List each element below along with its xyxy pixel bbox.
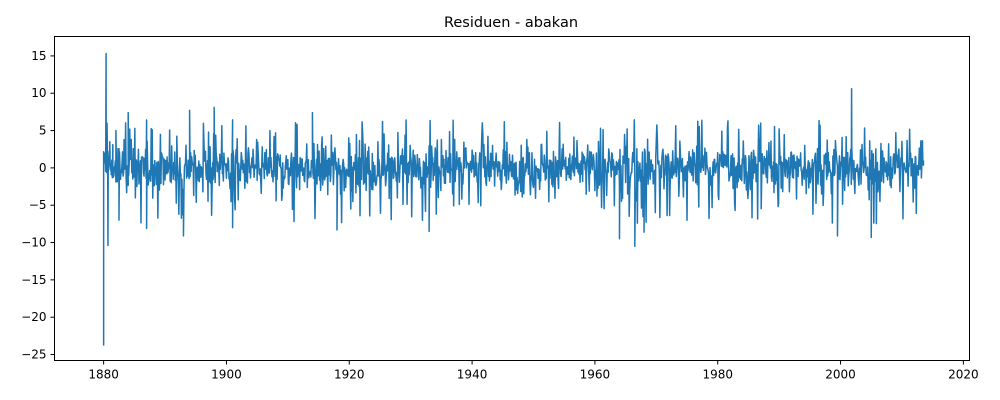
- x-tick-label: 1980: [702, 368, 733, 382]
- y-tick-label: 0: [39, 161, 47, 175]
- y-tick-label: −15: [21, 273, 46, 287]
- x-axis: 1880 1900 1920 1940 1960 1980 2000 2020: [88, 360, 979, 382]
- x-tick-label: 1940: [457, 368, 488, 382]
- plot-area: [102, 52, 925, 346]
- x-tick-label: 1960: [580, 368, 611, 382]
- x-tick-label: 2020: [948, 368, 979, 382]
- axes-frame: [54, 36, 970, 361]
- x-tick-label: 2000: [825, 368, 856, 382]
- y-tick-label: −5: [29, 198, 47, 212]
- x-tick-label: 1880: [88, 368, 119, 382]
- y-tick-label: 5: [39, 124, 47, 138]
- x-tick-label: 1920: [334, 368, 365, 382]
- x-tick-label: 1900: [211, 368, 242, 382]
- y-tick-label: 15: [31, 49, 46, 63]
- y-axis: −25 −20 −15 −10 −5 0 5 10 15: [21, 49, 55, 362]
- y-tick-label: −25: [21, 348, 46, 362]
- y-tick-label: −10: [21, 236, 46, 250]
- chart-title: Residuen - abakan: [444, 15, 578, 31]
- residual-series-line: [102, 52, 925, 346]
- y-tick-label: 10: [31, 86, 46, 100]
- y-tick-label: −20: [21, 310, 46, 324]
